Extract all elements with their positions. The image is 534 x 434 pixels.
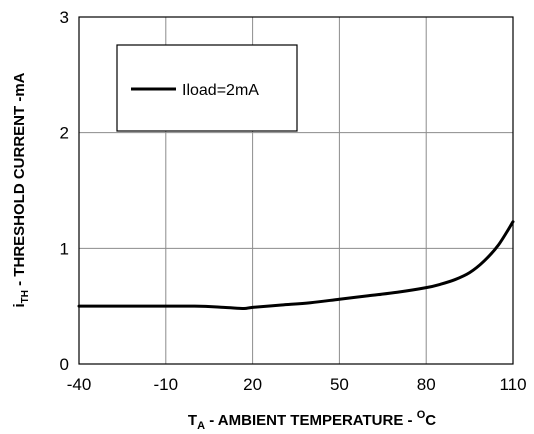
x-tick-label: 110 — [499, 375, 526, 394]
plot-area-frame — [78, 16, 514, 365]
y-tick-label: 0 — [60, 355, 69, 374]
x-tick-label: 50 — [330, 375, 349, 394]
legend: Iload=2mA — [116, 44, 298, 132]
y-tick-labels: 0 1 2 3 — [60, 8, 69, 374]
x-tick-label: -10 — [154, 375, 179, 394]
x-tick-label: 80 — [417, 375, 436, 394]
y-tick-label: 1 — [60, 239, 69, 258]
x-tick-label: 20 — [243, 375, 262, 394]
x-tick-label: -40 — [67, 375, 92, 394]
y-axis-title: iTH - THRESHOLD CURRENT -mA — [11, 72, 31, 307]
x-axis-title: TA - AMBIENT TEMPERATURE - OC — [188, 409, 436, 432]
y-tick-label: 3 — [60, 8, 69, 27]
y-tick-label: 2 — [60, 124, 69, 143]
series-line-iload-2ma — [77, 220, 515, 310]
x-tick-labels: -40 -10 20 50 80 110 — [67, 375, 527, 394]
legend-label: Iload=2mA — [182, 82, 259, 99]
